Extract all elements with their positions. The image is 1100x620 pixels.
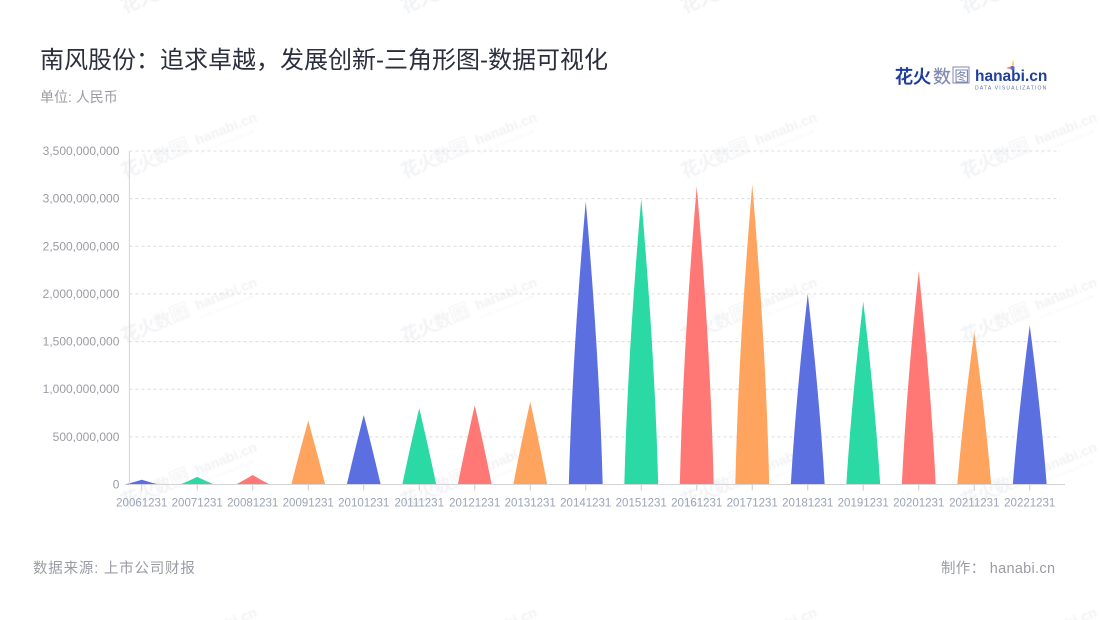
svg-text:500,000,000: 500,000,000 xyxy=(53,430,120,444)
svg-text:0: 0 xyxy=(113,478,120,492)
svg-text:20131231: 20131231 xyxy=(505,498,556,510)
svg-text:1,000,000,000: 1,000,000,000 xyxy=(43,382,120,396)
svg-text:20121231: 20121231 xyxy=(449,498,500,510)
svg-text:20151231: 20151231 xyxy=(616,498,667,510)
svg-text:20061231: 20061231 xyxy=(116,498,167,510)
svg-text:20191231: 20191231 xyxy=(838,498,889,510)
svg-text:20141231: 20141231 xyxy=(560,498,611,510)
svg-text:1,500,000,000: 1,500,000,000 xyxy=(43,335,120,349)
svg-text:20221231: 20221231 xyxy=(1004,498,1055,510)
svg-text:20091231: 20091231 xyxy=(283,498,334,510)
svg-text:3,000,000,000: 3,000,000,000 xyxy=(43,192,120,206)
svg-text:20181231: 20181231 xyxy=(782,498,833,510)
svg-text:20081231: 20081231 xyxy=(227,498,278,510)
svg-text:20111231: 20111231 xyxy=(395,498,444,510)
svg-text:20161231: 20161231 xyxy=(671,498,722,510)
svg-text:20101231: 20101231 xyxy=(338,498,389,510)
svg-text:20201231: 20201231 xyxy=(893,498,944,510)
svg-text:20211231: 20211231 xyxy=(949,498,999,510)
svg-text:2,500,000,000: 2,500,000,000 xyxy=(43,239,120,253)
svg-text:20171231: 20171231 xyxy=(727,498,778,510)
svg-text:3,500,000,000: 3,500,000,000 xyxy=(43,144,120,158)
svg-text:20071231: 20071231 xyxy=(172,498,223,510)
svg-text:2,000,000,000: 2,000,000,000 xyxy=(43,287,120,301)
